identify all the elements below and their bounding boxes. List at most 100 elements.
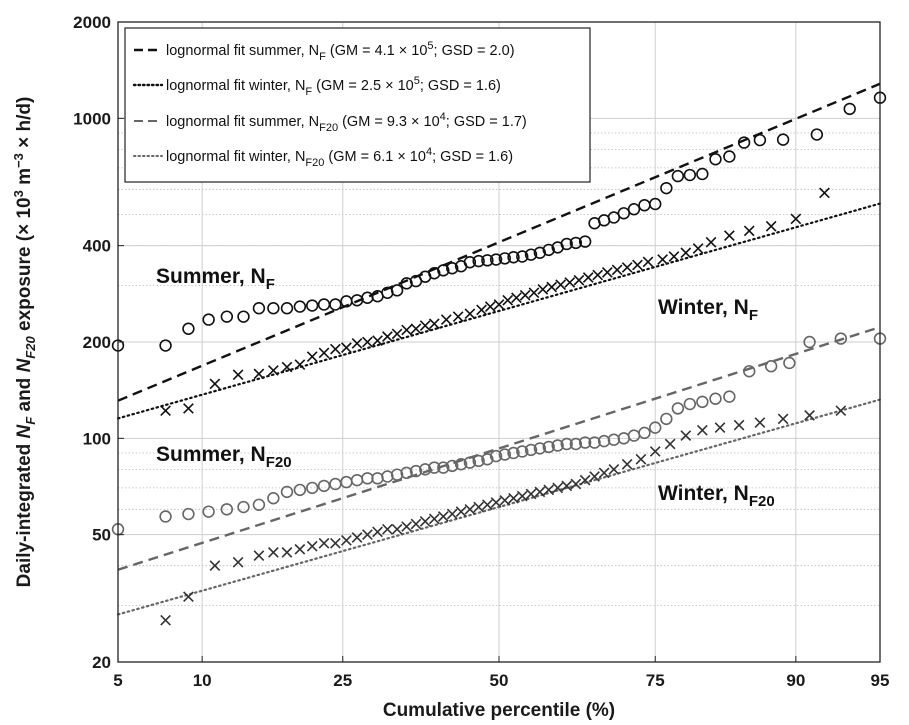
x-tick-label: 50 (490, 671, 509, 690)
point-x-s3 (754, 417, 766, 428)
point-circle-s0 (578, 235, 592, 248)
point-circle-s0 (472, 254, 485, 268)
point-x-s3 (664, 438, 676, 450)
point-circle-s2 (350, 473, 364, 487)
series-labels: Summer, NF Winter, NF Summer, NF20 Winte… (156, 265, 775, 510)
point-circle-s2 (524, 443, 538, 457)
point-circle-s0 (252, 302, 266, 315)
point-circle-s2 (489, 449, 503, 463)
point-x-s1 (511, 292, 522, 304)
point-x-s1 (668, 251, 680, 262)
point-x-s3 (351, 532, 363, 543)
point-x-s3 (306, 540, 318, 552)
point-circle-s0 (329, 298, 342, 311)
point-circle-s2 (597, 434, 611, 448)
point-circle-s0 (683, 168, 697, 182)
point-circle-s0 (202, 313, 215, 326)
point-circle-s2 (671, 402, 685, 415)
point-x-s3 (635, 453, 647, 465)
point-circle-s0 (293, 300, 307, 313)
point-x-s3 (209, 560, 221, 572)
data-points (111, 91, 887, 626)
point-circle-s0 (569, 236, 583, 250)
point-circle-s0 (446, 262, 459, 275)
point-circle-s0 (671, 169, 685, 183)
point-x-s1 (401, 324, 412, 336)
point-x-s1 (592, 269, 604, 281)
point-x-s1 (790, 213, 802, 225)
legend-text-summer-nf: lognormal fit summer, NF (GM = 4.1 × 105… (166, 40, 515, 63)
point-circle-s2 (306, 481, 319, 495)
point-circle-s0 (267, 302, 280, 315)
point-x-s3 (714, 422, 726, 433)
point-circle-s0 (524, 248, 538, 261)
point-circle-s2 (454, 458, 468, 471)
point-circle-s0 (776, 133, 790, 146)
point-x-s1 (573, 274, 585, 286)
legend-text-summer-nf20: lognormal fit summer, NF20 (GM = 9.3 × 1… (166, 111, 527, 134)
point-circle-s0 (753, 133, 767, 147)
y-tick-label: 100 (83, 429, 111, 448)
point-x-s1 (382, 331, 393, 342)
point-x-s1 (410, 323, 422, 335)
point-circle-s2 (638, 426, 651, 440)
point-x-s3 (608, 463, 620, 475)
point-x-s3 (464, 503, 476, 515)
legend-text-winter-nf20: lognormal fit winter, NF20 (GM = 6.1 × 1… (166, 146, 513, 169)
point-x-s3 (281, 547, 293, 558)
point-circle-s2 (533, 442, 547, 455)
point-x-s1 (253, 368, 265, 380)
point-circle-s0 (237, 310, 250, 323)
point-circle-s2 (696, 395, 709, 409)
point-x-s3 (482, 499, 493, 511)
point-x-s1 (183, 403, 194, 414)
point-x-s3 (589, 471, 600, 482)
point-circle-s0 (533, 246, 547, 259)
point-circle-s2 (764, 360, 778, 373)
x-tick-label: 10 (193, 671, 212, 690)
point-x-s3 (253, 550, 265, 561)
point-circle-s0 (317, 298, 331, 311)
legend-box (124, 27, 591, 183)
point-x-s1 (519, 289, 531, 301)
point-x-s3 (561, 480, 573, 492)
point-circle-s2 (446, 459, 459, 473)
point-circle-s2 (743, 365, 756, 378)
point-x-s1 (419, 320, 431, 331)
point-x-s1 (341, 342, 352, 354)
point-circle-s0 (843, 102, 856, 116)
point-circle-s0 (437, 264, 450, 277)
point-circle-s0 (182, 322, 195, 335)
series-label-summer-nf: Summer, NF (156, 265, 275, 293)
legend-entry-winter-nf: lognormal fit winter, NF (GM = 2.5 × 105… (132, 75, 501, 98)
point-x-s3 (318, 537, 330, 549)
point-circle-s2 (569, 437, 583, 451)
point-x-s3 (777, 413, 789, 425)
point-circle-s0 (542, 243, 555, 257)
point-x-s1 (330, 343, 341, 355)
point-circle-s2 (252, 498, 266, 511)
point-circle-s2 (507, 446, 520, 460)
point-circle-s0 (649, 197, 662, 211)
x-axis-label: Cumulative percentile (%) (383, 700, 615, 721)
point-circle-s2 (428, 461, 441, 474)
y-tick-label: 20 (92, 653, 111, 672)
point-circle-s0 (516, 250, 529, 263)
point-circle-s2 (437, 461, 450, 474)
point-circle-s2 (400, 466, 413, 480)
point-x-s1 (601, 267, 613, 278)
point-x-s1 (391, 328, 403, 340)
point-x-s3 (473, 501, 485, 513)
legend: lognormal fit summer, NF (GM = 4.1 × 105… (124, 27, 591, 183)
point-x-s3 (508, 492, 519, 504)
point-x-s1 (351, 338, 363, 349)
x-tick-label: 90 (786, 671, 805, 690)
point-x-s3 (552, 482, 564, 494)
point-circle-s2 (472, 454, 485, 468)
point-circle-s2 (202, 505, 215, 518)
point-x-s3 (410, 518, 422, 530)
point-circle-s0 (723, 150, 736, 163)
point-x-s1 (765, 220, 777, 232)
point-circle-s2 (783, 356, 796, 370)
